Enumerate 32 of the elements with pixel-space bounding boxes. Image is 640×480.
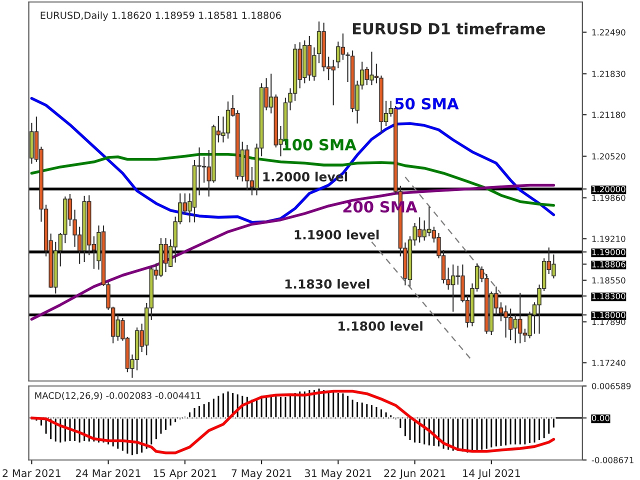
ref-line-label: 1.1900 level bbox=[294, 230, 379, 240]
y-tick-label: 1.17240 bbox=[592, 360, 626, 366]
y-tick-label: 1.17890 bbox=[592, 318, 626, 326]
x-tick-label: 2 Mar 2021 bbox=[2, 469, 60, 478]
text: EURUSD D1 timeframe bbox=[352, 22, 546, 34]
ref-line-label: 1.1830 level bbox=[285, 279, 370, 289]
y-tick-label: 1.21830 bbox=[592, 70, 626, 78]
y-tick-label: 1.22490 bbox=[592, 29, 626, 36]
annotation: EURUSD,Daily 1.18620 1.18959 1.18581 1.18806 bbox=[40, 11, 281, 21]
text: MACD(12,26,9) -0.002083 -0.004411 bbox=[35, 392, 200, 400]
y-tick-label: 0.006589 bbox=[592, 382, 631, 390]
y-tick-label: -0.008671 bbox=[592, 456, 634, 464]
series-label: 50 SMA bbox=[395, 98, 459, 110]
x-tick-label: 7 May 2021 bbox=[232, 469, 292, 480]
x-tick-label: 24 Mar 2021 bbox=[76, 469, 140, 478]
y-tick-label: 1.18000 bbox=[592, 312, 626, 318]
y-tick-label: 1.18550 bbox=[592, 277, 626, 284]
x-tick-label: 15 Apr 2021 bbox=[154, 469, 216, 480]
x-tick-label: 31 May 2021 bbox=[304, 469, 372, 480]
y-tick-label: 1.19860 bbox=[592, 194, 626, 202]
ref-line-label: 1.1800 level bbox=[338, 321, 422, 331]
y-tick-label: 1.19210 bbox=[592, 236, 626, 242]
x-tick-label: 22 Jun 2021 bbox=[384, 469, 446, 480]
y-tick-label: 1.19000 bbox=[592, 248, 626, 256]
y-tick-label: 1.18300 bbox=[592, 292, 626, 300]
y-tick-label: 0.00 bbox=[592, 414, 610, 422]
y-tick-label: 1.21180 bbox=[592, 112, 626, 118]
series-label: 100 SMA bbox=[282, 138, 356, 150]
y-tick-label: 1.20520 bbox=[592, 153, 626, 160]
y-tick-label: 1.20000 bbox=[592, 186, 626, 192]
y-tick-label: 1.18806 bbox=[592, 261, 626, 268]
x-tick-label: 14 Jul 2021 bbox=[463, 469, 520, 480]
